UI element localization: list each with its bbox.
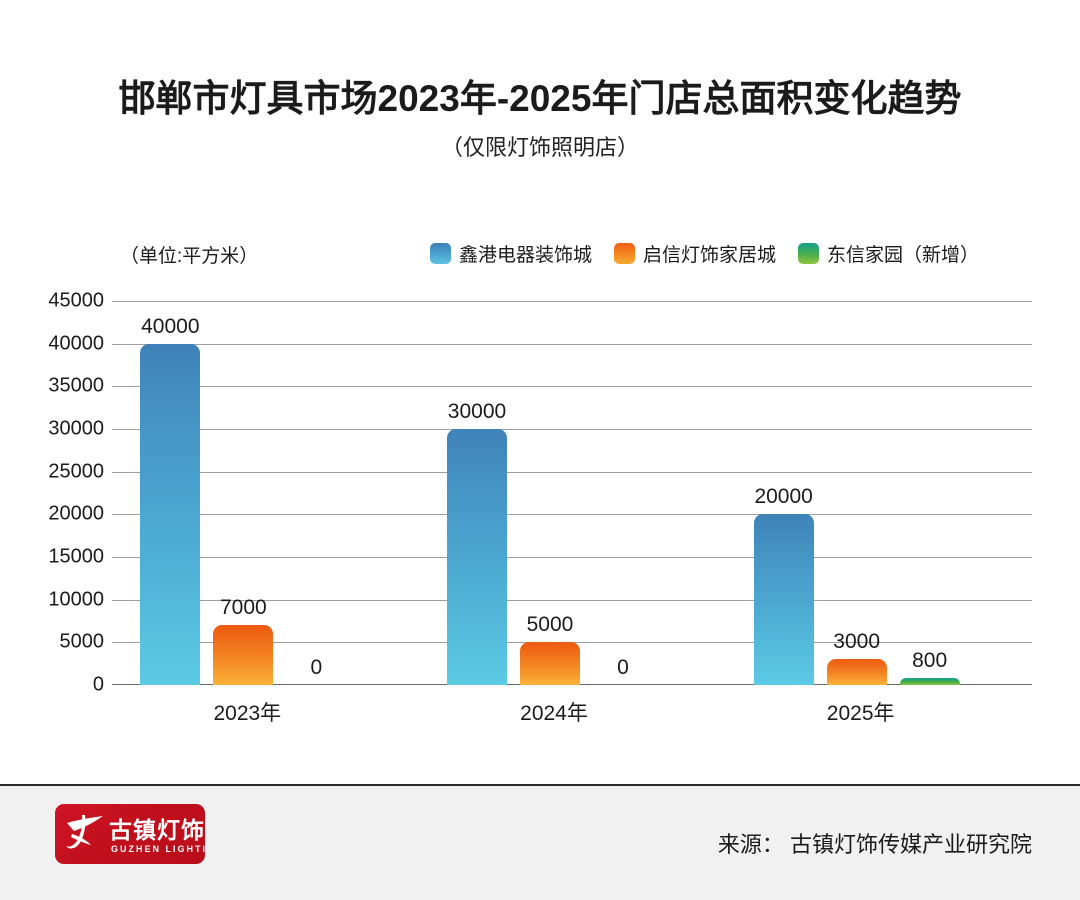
page-subtitle: （仅限灯饰照明店） — [440, 135, 639, 160]
logo-english-text: GUZHEN LIGHTING — [111, 844, 205, 854]
bar-slot: 800 — [899, 301, 960, 685]
guzhen-lighting-logo: 古镇灯饰 GUZHEN LIGHTING — [55, 804, 205, 864]
bar-value-label: 40000 — [141, 314, 200, 338]
gridline — [112, 386, 1032, 388]
bar-2024年-鑫港电器装饰城[interactable]: 30000 — [446, 400, 507, 685]
bar-slot: 0 — [593, 301, 653, 685]
bar-group-2025年: 20000 3000 800 — [725, 301, 1032, 685]
gridline — [112, 301, 1032, 302]
bar-slot: 5000 — [519, 301, 580, 685]
bar-2025年-启信灯饰家居城[interactable]: 3000 — [826, 630, 887, 685]
bar-2025年-鑫港电器装饰城[interactable]: 20000 — [753, 485, 814, 685]
bar-group-2023年: 40000 7000 0 — [112, 301, 419, 685]
gridline — [112, 514, 1032, 516]
y-axis-tick-label: 45000 — [48, 289, 104, 312]
x-axis-tick-label: 2023年 — [213, 702, 282, 725]
footer: 古镇灯饰 GUZHEN LIGHTING 来源： 古镇灯饰传媒产业研究院 — [0, 786, 1080, 900]
bar-value-label: 0 — [310, 656, 323, 679]
x-axis-tick-label: 2024年 — [520, 702, 588, 725]
gridline — [112, 471, 1032, 473]
legend-item-2[interactable]: 启信灯饰家居城 — [614, 240, 776, 267]
y-axis-tick-label: 10000 — [48, 588, 104, 611]
legend-item-label: 启信灯饰家居城 — [643, 245, 777, 266]
logo-chinese-text: 古镇灯饰 — [109, 817, 205, 844]
bar-slot: 0 — [286, 301, 346, 685]
bar-slot: 20000 — [753, 301, 814, 685]
bar-slot: 30000 — [446, 301, 507, 685]
x-axis-tick-label: 2025年 — [826, 702, 895, 725]
bar-value-label: 3000 — [833, 630, 881, 654]
bar-value-label: 7000 — [219, 596, 267, 620]
page-title: 邯郸市灯具市场2023年-2025年门店总面积变化趋势 — [118, 78, 962, 119]
legend-item-label: 鑫港电器装饰城 — [459, 245, 593, 266]
blue-swatch-icon — [430, 243, 451, 264]
gridline — [112, 599, 1032, 601]
bar-value-label: 30000 — [447, 400, 507, 423]
legend-item-3[interactable]: 东信家园（新增） — [798, 240, 979, 267]
bar-value-label: 800 — [912, 649, 948, 673]
gridline — [112, 557, 1032, 558]
legend-item-1[interactable]: 鑫港电器装饰城 — [430, 240, 592, 267]
y-axis-unit-label: （单位:平方米） — [120, 246, 259, 267]
y-axis-tick-label: 25000 — [48, 460, 104, 483]
x-axis-labels: 2023年 2024年 2025年 — [112, 697, 1032, 733]
bar-2023年-鑫港电器装饰城[interactable]: 40000 — [140, 315, 201, 685]
bar-slot: 3000 — [826, 301, 887, 685]
swoosh-logo-icon — [66, 815, 103, 849]
gridline — [112, 429, 1032, 430]
bar-value-label: 5000 — [526, 613, 574, 637]
y-axis-tick-label: 5000 — [59, 630, 105, 653]
y-axis-tick-label: 35000 — [48, 374, 104, 397]
y-axis-tick-label: 30000 — [48, 417, 104, 440]
y-axis-tick-label: 40000 — [48, 332, 104, 355]
bar-value-label: 0 — [617, 656, 629, 679]
y-axis-tick-label: 15000 — [48, 545, 104, 568]
legend-item-label: 东信家园（新增） — [827, 245, 980, 266]
gridline — [112, 343, 1032, 345]
bar-slot: 40000 — [140, 301, 201, 685]
plot-area: 40000 7000 0 30000 5000 0 20000 3000 800 — [112, 301, 1032, 685]
bar-value-label: 20000 — [754, 485, 813, 509]
bar-2024年-启信灯饰家居城[interactable]: 5000 — [519, 613, 580, 685]
footer-divider — [0, 784, 1080, 786]
green-swatch-icon — [798, 243, 820, 264]
chart-legend: 鑫港电器装饰城 启信灯饰家居城 东信家园（新增） — [430, 240, 979, 267]
orange-swatch-icon — [614, 243, 636, 264]
bar-2023年-启信灯饰家居城[interactable]: 7000 — [213, 596, 274, 685]
y-axis-tick-label: 0 — [92, 673, 104, 696]
bar-slot: 7000 — [213, 301, 274, 685]
bar-group-2024年: 30000 5000 0 — [419, 301, 726, 685]
source-text: 来源： 古镇灯饰传媒产业研究院 — [717, 832, 1032, 857]
bar-2025年-东信家园（新增）[interactable]: 800 — [899, 649, 960, 685]
y-axis-tick-label: 20000 — [48, 502, 104, 525]
y-axis-labels: 0 5000 10000 15000 20000 25000 30000 35000 40000… — [0, 290, 105, 696]
